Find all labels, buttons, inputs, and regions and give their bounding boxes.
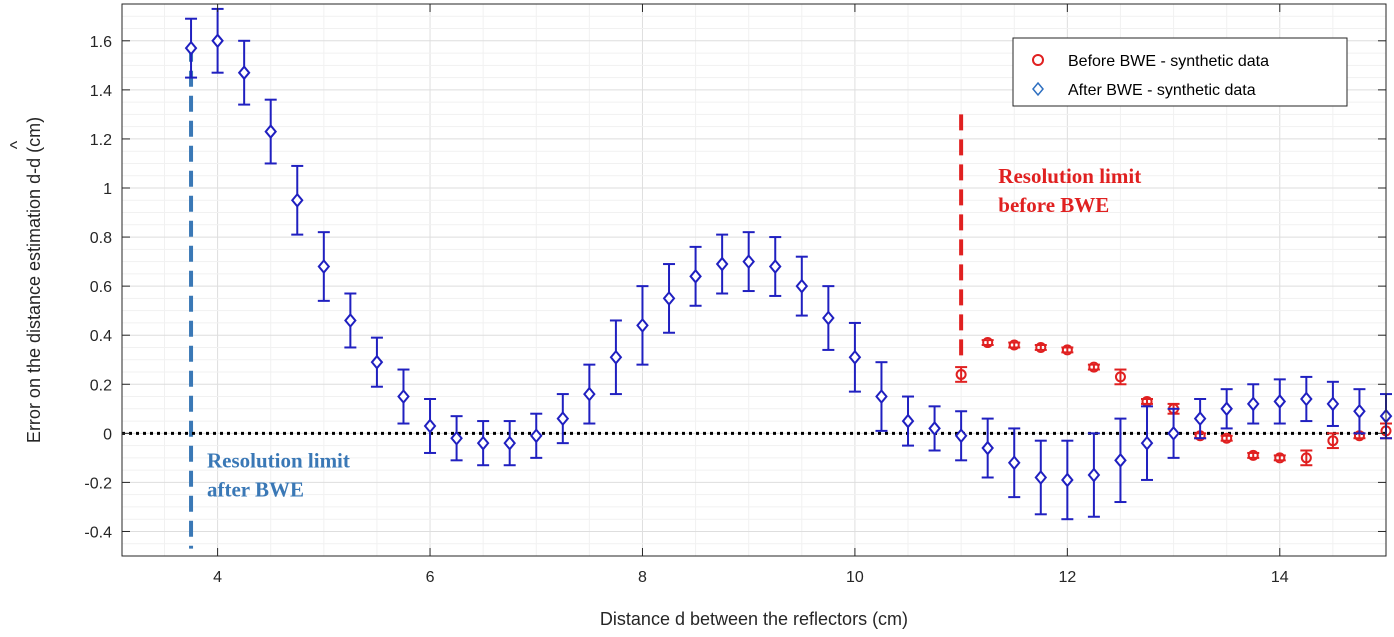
data-point-after-bwe bbox=[370, 354, 384, 370]
annotation-before-bwe-line: Resolution limit bbox=[998, 164, 1141, 188]
x-tick-label: 4 bbox=[213, 569, 222, 586]
data-point-after-bwe bbox=[344, 312, 357, 329]
data-point-after-bwe bbox=[662, 290, 676, 306]
data-point-after-bwe bbox=[476, 435, 490, 451]
x-tick-label: 14 bbox=[1271, 569, 1289, 586]
data-point-after-bwe bbox=[1300, 391, 1313, 407]
data-point-after-bwe bbox=[848, 349, 862, 365]
y-tick-label: 1.2 bbox=[90, 132, 112, 149]
data-point-after-bwe bbox=[609, 349, 623, 365]
y-axis-label-group: Error on the distance estimation d-d (cm… bbox=[7, 117, 44, 443]
data-point-after-bwe bbox=[237, 65, 251, 81]
data-point-after-bwe bbox=[317, 258, 331, 275]
y-tick-label: -0.2 bbox=[84, 475, 112, 492]
legend: Before BWE - synthetic data After BWE - … bbox=[1012, 37, 1348, 107]
y-tick-label: 0.6 bbox=[90, 279, 112, 296]
data-point-after-bwe bbox=[1193, 411, 1207, 427]
data-point-before-bwe bbox=[1061, 344, 1073, 356]
data-point-after-bwe bbox=[875, 388, 888, 405]
data-point-after-bwe bbox=[1007, 455, 1021, 471]
data-point-after-bwe bbox=[583, 386, 596, 402]
y-tick-label: 0.4 bbox=[90, 328, 112, 345]
data-point-after-bwe bbox=[768, 258, 782, 275]
y-axis-label: Error on the distance estimation d-d (cm… bbox=[24, 117, 44, 443]
y-axis-label-hat: ^ bbox=[7, 140, 27, 149]
annotations: Resolution limit after BWE Resolution limi… bbox=[207, 164, 1141, 502]
data-point-after-bwe bbox=[503, 435, 516, 451]
x-tick-label: 6 bbox=[426, 569, 435, 586]
data-point-after-bwe bbox=[715, 256, 729, 272]
x-tick-label: 12 bbox=[1058, 569, 1076, 586]
plot-frame bbox=[121, 3, 1387, 557]
data-point-after-bwe bbox=[184, 40, 198, 56]
data-point-before-bwe bbox=[1274, 452, 1286, 464]
data-point-before-bwe bbox=[1035, 341, 1047, 353]
data-point-before-bwe bbox=[1114, 371, 1126, 383]
data-series bbox=[184, 7, 1393, 521]
data-point-before-bwe bbox=[955, 368, 967, 380]
data-point-before-bwe bbox=[1247, 449, 1259, 461]
data-point-after-bwe bbox=[954, 428, 968, 444]
legend-label-after-bwe: After BWE - synthetic data bbox=[1068, 82, 1256, 99]
x-tick-label: 10 bbox=[846, 569, 864, 586]
legend-box bbox=[1012, 37, 1348, 107]
y-tick-label: 0.2 bbox=[90, 377, 112, 394]
data-point-before-bwe bbox=[1088, 361, 1100, 373]
data-point-before-bwe bbox=[1008, 339, 1020, 351]
legend-marker-before-bwe bbox=[1032, 54, 1044, 66]
data-point-after-bwe bbox=[1034, 469, 1048, 486]
data-point-after-bwe bbox=[211, 33, 224, 49]
data-point-after-bwe bbox=[1167, 425, 1180, 441]
y-tick-label: 1 bbox=[103, 181, 112, 198]
data-point-after-bwe bbox=[397, 388, 410, 405]
data-point-after-bwe bbox=[1114, 452, 1127, 468]
y-tick-label: 0 bbox=[103, 426, 112, 443]
legend-label-before-bwe: Before BWE - synthetic data bbox=[1068, 53, 1269, 70]
data-point-after-bwe bbox=[742, 254, 755, 270]
data-point-after-bwe bbox=[901, 413, 915, 429]
resolution-limit-lines bbox=[189, 45, 964, 549]
x-tick-label: 8 bbox=[638, 569, 647, 586]
data-point-before-bwe bbox=[1327, 435, 1339, 447]
series-after-bwe bbox=[184, 7, 1393, 521]
legend-marker-after-bwe bbox=[1032, 81, 1044, 97]
data-point-before-bwe bbox=[1300, 452, 1312, 464]
data-point-after-bwe bbox=[1140, 435, 1154, 451]
data-point-after-bwe bbox=[636, 317, 649, 333]
data-point-after-bwe bbox=[450, 430, 463, 446]
y-tick-label: -0.4 bbox=[84, 524, 112, 541]
data-point-after-bwe bbox=[1273, 393, 1287, 410]
data-point-before-bwe bbox=[1221, 432, 1233, 444]
annotation-after-bwe-line: after BWE bbox=[207, 478, 304, 502]
data-point-after-bwe bbox=[556, 411, 570, 427]
data-point-after-bwe bbox=[1087, 467, 1101, 483]
annotation-after-bwe-line: Resolution limit bbox=[207, 449, 350, 473]
data-point-after-bwe bbox=[981, 440, 994, 456]
data-point-after-bwe bbox=[1220, 401, 1233, 417]
data-point-after-bwe bbox=[1061, 472, 1074, 488]
data-point-after-bwe bbox=[1326, 396, 1340, 412]
data-point-before-bwe bbox=[982, 337, 994, 349]
data-point-after-bwe bbox=[689, 268, 702, 284]
data-point-after-bwe bbox=[290, 192, 304, 208]
x-axis-label: Distance d between the reflectors (cm) bbox=[600, 609, 908, 629]
annotation-before-bwe-line: before BWE bbox=[998, 193, 1109, 217]
data-point-after-bwe bbox=[795, 278, 809, 294]
data-point-after-bwe bbox=[1246, 396, 1260, 412]
data-point-after-bwe bbox=[264, 124, 278, 140]
data-point-after-bwe bbox=[529, 428, 543, 444]
data-point-after-bwe bbox=[928, 420, 941, 436]
data-point-after-bwe bbox=[423, 418, 437, 434]
series-before-bwe bbox=[955, 337, 1392, 467]
y-tick-label: 1.6 bbox=[90, 34, 112, 51]
y-tick-label: 0.8 bbox=[90, 230, 112, 247]
axis-ticks: 4 6 8 10 12 14 -0.4 -0.2 0 0.2 0.4 0.6 0.8 1 1.2 1.4 1.6 bbox=[84, 4, 1386, 586]
y-tick-label: 1.4 bbox=[90, 83, 112, 100]
data-point-after-bwe bbox=[822, 310, 835, 326]
data-point-after-bwe bbox=[1353, 403, 1366, 419]
